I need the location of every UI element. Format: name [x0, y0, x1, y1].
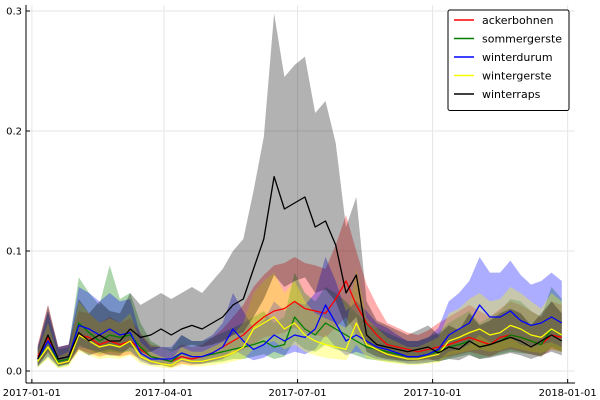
confidence-bands — [37, 13, 562, 369]
line-ackerbohnen — [37, 280, 562, 363]
grid — [26, 5, 575, 383]
legend-label-ackerbohnen: ackerbohnen — [482, 14, 553, 27]
line-winterraps — [37, 175, 563, 360]
x-tick-label: 2017-07-01 — [269, 388, 327, 399]
x-tick-label: 2017-04-01 — [135, 388, 193, 399]
band-ackerbohnen — [37, 215, 562, 368]
legend-box — [447, 9, 570, 111]
x-tick-label: 2017-01-01 — [3, 388, 61, 399]
legend-label-winterdurum: winterdurum — [482, 51, 553, 64]
y-tick-label: 0.0 — [6, 367, 22, 378]
y-tick-label: 0.2 — [6, 127, 22, 138]
axes — [25, 5, 575, 384]
line-winterdurum — [37, 304, 563, 360]
series-lines — [37, 175, 563, 366]
x-tick-label: 2017-10-01 — [404, 388, 462, 399]
x-tick-label: 2018-01-01 — [539, 388, 597, 399]
band-winterdurum — [37, 257, 562, 367]
band-winterraps — [37, 13, 562, 367]
legend-label-winterraps: winterraps — [482, 88, 541, 101]
band-sommergerste — [37, 265, 562, 368]
legend-label-sommergerste: sommergerste — [482, 33, 562, 46]
line-wintergerste — [37, 316, 563, 366]
tick-labels: 2017-01-01 2017-04-01 2017-07-01 2017-10-01… — [3, 7, 597, 400]
legend: ackerbohnen sommergerste winterdurum winter… — [447, 9, 570, 111]
y-tick-label: 0.1 — [6, 247, 22, 258]
legend-label-wintergerste: wintergerste — [482, 70, 552, 83]
band-wintergerste — [37, 269, 562, 369]
y-tick-label: 0.3 — [6, 7, 22, 18]
